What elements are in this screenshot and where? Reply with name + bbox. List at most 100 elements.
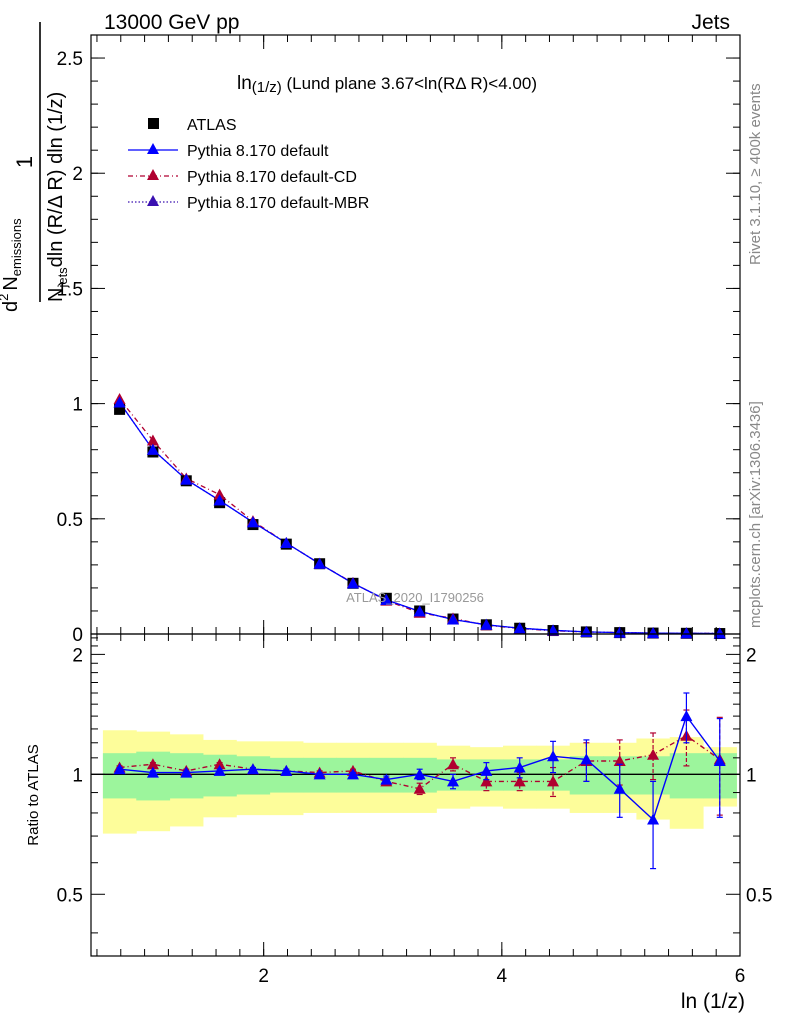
main-y-tick-label: 1.5 [57, 279, 83, 300]
ratio-marker-pythia-8-170-default-cd [480, 775, 493, 787]
y-label-jets-sub: jets [55, 267, 70, 289]
uncertainty-band-stat [102, 753, 137, 799]
marker-pythia-8-170-default [713, 627, 726, 639]
ratio-marker-pythia-8-170-default [680, 710, 693, 722]
ratio-marker-pythia-8-170-default-cd [146, 758, 159, 770]
ratio-marker-pythia-8-170-default [513, 761, 526, 773]
ratio-marker-pythia-8-170-default [580, 753, 593, 765]
title-rest: (Lund plane 3.67<ln(RΔ R)<4.00) [282, 74, 537, 93]
legend-marker-default-mbr [147, 195, 159, 206]
ratio-marker-pythia-8-170-default-cd [213, 758, 226, 770]
main-axes: 0 0.5 1 1.5 2 2.5 [57, 34, 741, 646]
ratio-frame [90, 633, 741, 957]
ratio-marker-pythia-8-170-default [547, 750, 560, 762]
ratio-marker-pythia-8-170-default [647, 813, 660, 825]
marker-pythia-8-170-default [346, 577, 359, 589]
y-label-denominator: Njetsdln (R/Δ R) dln (1/z) [45, 92, 70, 302]
legend-entry-default-mbr: Pythia 8.170 default-MBR [128, 195, 369, 212]
ratio-marker-pythia-8-170-default [613, 782, 626, 794]
atlas-data-point [114, 403, 126, 415]
ratio-y-label: Ratio to ATLAS [25, 744, 42, 845]
ratio-marker-pythia-8-170-default-cd [413, 782, 426, 794]
ratio-marker-pythia-8-170-default-cd [547, 775, 560, 787]
main-y-tick-label: 2.5 [57, 49, 83, 70]
marker-pythia-8-170-default [380, 593, 393, 605]
ratio-panel: 0.5 0.5 1 1 2 2 2 4 6 Ratio to ATLAS ln (1/z) [25, 633, 772, 1013]
y-label-d: d [0, 301, 22, 312]
marker-pythia-8-170-default [680, 627, 693, 639]
y-label-den-rest: dln (R/Δ R) dln (1/z) [45, 92, 67, 268]
main-y-tick-label: 0.5 [57, 510, 83, 531]
y-label-n-emissions: N [0, 276, 22, 290]
marker-pythia-8-170-default [146, 443, 159, 455]
ratio-marker-pythia-8-170-default [180, 766, 193, 778]
ratio-marker-pythia-8-170-default [380, 773, 393, 785]
marker-pythia-8-170-default [313, 557, 326, 569]
ratio-marker-pythia-8-170-default [447, 775, 460, 787]
marker-pythia-8-170-default [447, 613, 460, 625]
legend-label-default-mbr: Pythia 8.170 default-MBR [187, 195, 369, 212]
ratio-marker-pythia-8-170-default [246, 763, 259, 775]
marker-pythia-8-170-default [547, 624, 560, 636]
main-panel: ATLAS_2020_I1790256 0 0.5 1 1.5 2 2.5 ln(1/z)… [0, 22, 741, 646]
marker-pythia-8-170-default [513, 622, 526, 634]
x-tick-label: 4 [497, 966, 508, 987]
ratio-marker-pythia-8-170-default [213, 764, 226, 776]
ratio-marker-pythia-8-170-default-cd [513, 775, 526, 787]
y-label-numerator: d2 Nemissions [0, 218, 24, 312]
ratio-y-tick-label-right: 0.5 [746, 885, 772, 906]
title-sub: (1/z) [252, 79, 282, 96]
ratio-marker-pythia-8-170-default-cd [447, 758, 460, 770]
legend-marker-default-cd [147, 169, 159, 180]
marker-pythia-8-170-default [113, 396, 126, 408]
y-label-emissions-sub: emissions [9, 218, 24, 276]
marker-pythia-8-170-default [180, 473, 193, 485]
ratio-marker-pythia-8-170-default-cd [613, 755, 626, 767]
marker-pythia-8-170-default [647, 627, 660, 639]
y-label-n-jets: N [45, 288, 67, 302]
ratio-marker-pythia-8-170-default [313, 768, 326, 780]
main-y-label: 1 d2 Nemissions Njetsdln (R/Δ R) dln (1/z… [0, 22, 70, 312]
ratio-y-tick-label-right: 1 [746, 765, 757, 786]
legend-label-default: Pythia 8.170 default [187, 143, 329, 160]
rivet-version-label: Rivet 3.1.10, ≥ 400k events [747, 83, 764, 265]
ratio-plot-content [91, 692, 740, 870]
legend-entry-atlas: ATLAS [148, 117, 237, 134]
legend-marker-atlas [148, 118, 159, 129]
ratio-y-tick-label-left: 0.5 [57, 885, 83, 906]
x-tick-label: 6 [735, 966, 746, 987]
marker-pythia-8-170-default [213, 494, 226, 506]
ratio-marker-pythia-8-170-default [346, 768, 359, 780]
legend-entry-default-cd: Pythia 8.170 default-CD [128, 169, 357, 186]
analysis-watermark: ATLAS_2020_I1790256 [346, 590, 484, 605]
marker-pythia-8-170-default [613, 626, 626, 638]
title-ln: ln [237, 73, 252, 94]
y-label-sup: 2 [0, 294, 11, 301]
main-y-tick-label: 1 [72, 395, 83, 416]
x-tick-label: 2 [258, 966, 269, 987]
ratio-y-tick-label-left: 1 [72, 765, 83, 786]
ratio-y-tick-label-right: 2 [746, 645, 757, 666]
marker-pythia-8-170-default [280, 536, 293, 548]
marker-pythia-8-170-default-cd [213, 488, 226, 500]
ratio-marker-pythia-8-170-default-cd [647, 748, 660, 760]
y-label-one: 1 [12, 156, 37, 168]
ratio-y-tick-label-left: 2 [72, 645, 83, 666]
legend-entry-default: Pythia 8.170 default [128, 143, 329, 160]
uncertainty-band-stat [236, 756, 271, 795]
ratio-marker-pythia-8-170-default [413, 768, 426, 780]
marker-pythia-8-170-default [480, 618, 493, 630]
legend-label-atlas: ATLAS [187, 117, 237, 134]
legend-marker-default [147, 143, 159, 154]
energy-label: 13000 GeV pp [104, 11, 239, 34]
mcplots-source-label: mcplots.cern.ch [arXiv:1306.3436] [747, 401, 764, 628]
legend-label-default-cd: Pythia 8.170 default-CD [187, 169, 357, 186]
ratio-marker-pythia-8-170-default [146, 766, 159, 778]
marker-pythia-8-170-default-cd [146, 434, 159, 446]
marker-pythia-8-170-default [413, 605, 426, 617]
marker-pythia-8-170-default [246, 516, 259, 528]
ratio-marker-pythia-8-170-default [480, 764, 493, 776]
x-axis-label: ln (1/z) [681, 990, 745, 1013]
plot-title: ln(1/z) (Lund plane 3.67<ln(RΔ R)<4.00) [237, 73, 537, 96]
